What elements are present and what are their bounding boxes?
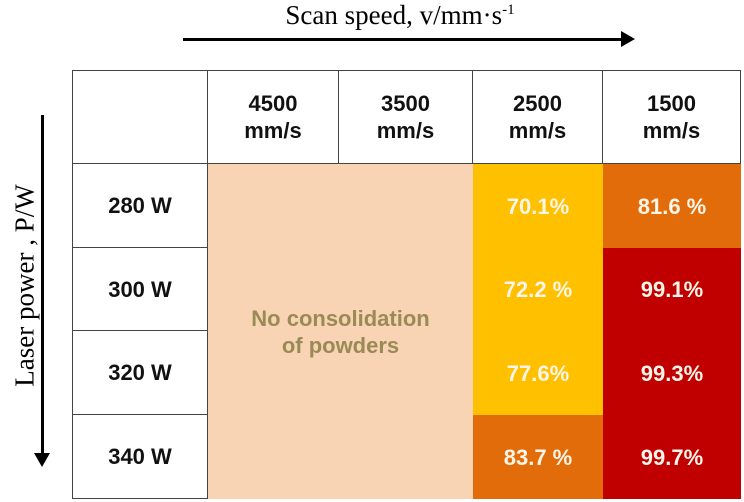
corner-cell	[73, 71, 208, 164]
column-header: 3500 mm/s	[339, 71, 473, 164]
row-header: 280 W	[73, 164, 208, 248]
cell-320w-1500: 99.3%	[603, 331, 741, 415]
y-axis-arrow	[34, 115, 50, 467]
cell-300w-1500: 99.1%	[603, 248, 741, 331]
cell-340w-2500: 83.7 %	[473, 415, 603, 499]
cell-340w-1500: 99.7%	[603, 415, 741, 499]
cell-300w-2500: 72.2 %	[473, 248, 603, 331]
no-consolidation-region: No consolidation of powders	[208, 164, 473, 499]
x-axis-title: Scan speed, v/mm·s-1	[285, 0, 515, 30]
x-axis-arrow	[183, 31, 635, 47]
column-header: 1500 mm/s	[603, 71, 741, 164]
row-header: 300 W	[73, 248, 208, 331]
y-axis-title: Laser power , P/W	[9, 184, 40, 387]
cell-280w-1500: 81.6 %	[603, 164, 741, 248]
cell-280w-2500: 70.1%	[473, 164, 603, 248]
density-table: 4500 mm/s 3500 mm/s 2500 mm/s 1500 mm/s …	[72, 70, 741, 499]
row-header: 320 W	[73, 331, 208, 415]
cell-320w-2500: 77.6%	[473, 331, 603, 415]
column-header: 4500 mm/s	[208, 71, 339, 164]
column-header: 2500 mm/s	[473, 71, 603, 164]
row-header: 340 W	[73, 415, 208, 499]
